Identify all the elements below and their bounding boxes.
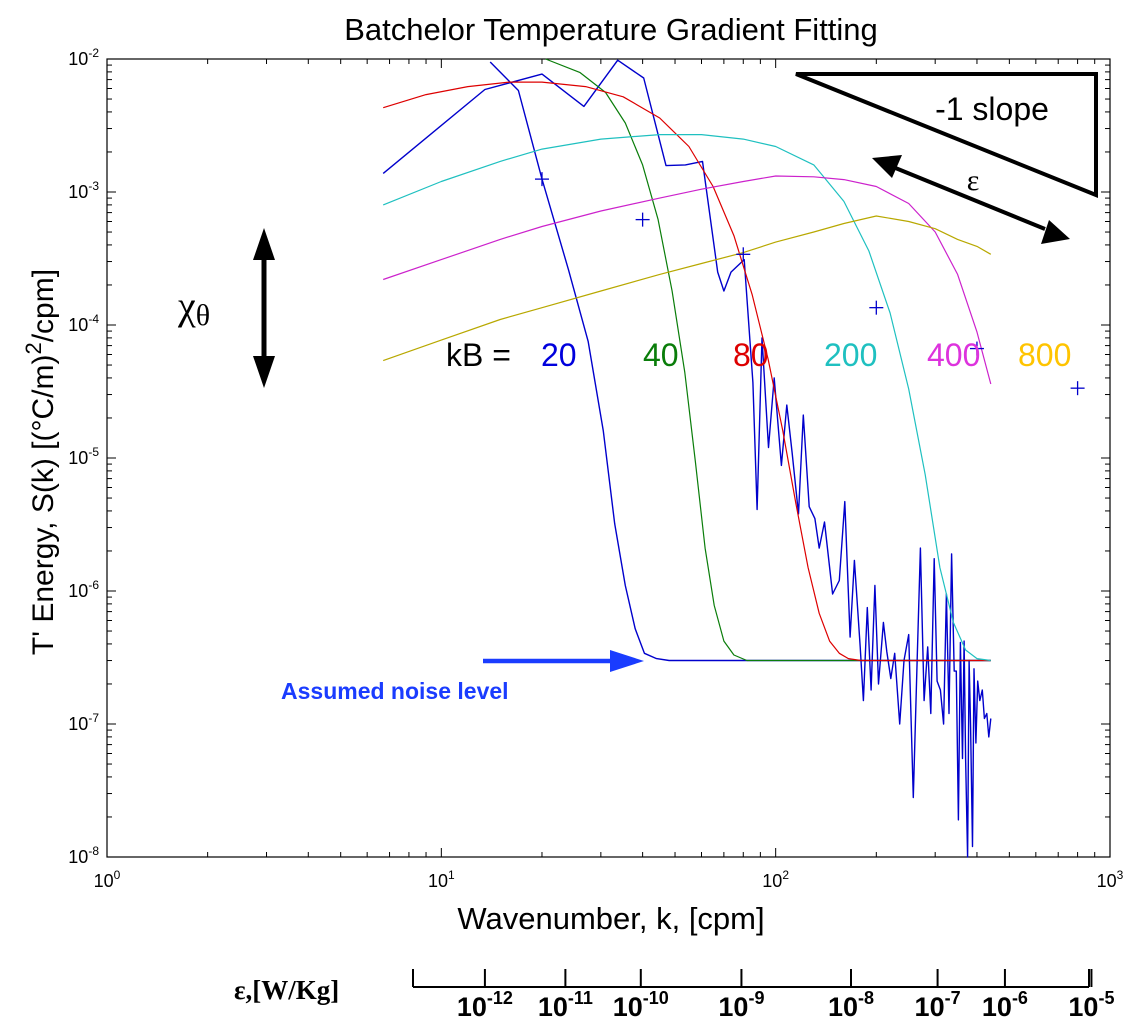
plus-marker xyxy=(534,172,549,187)
epsilon-tick-label: 10-8 xyxy=(828,988,874,1021)
series-line-5 xyxy=(383,175,992,385)
series-layer xyxy=(382,58,992,858)
x-tick-label: 100 xyxy=(94,868,121,891)
kb-prefix: kB = xyxy=(446,337,511,373)
kb-label-20: 20 xyxy=(541,337,577,373)
x-tick-label: 103 xyxy=(1097,868,1124,891)
plus-marker xyxy=(736,247,751,262)
epsilon-tick-layer: 10-12 10-11 10-10 10-9 10-8 10-7 10-6 10-5 xyxy=(412,969,1114,1021)
series-line-4 xyxy=(382,134,991,662)
epsilon-tick-label: 10-6 xyxy=(982,988,1028,1021)
kb-label-40: 40 xyxy=(643,337,679,373)
y-tick-label: 10-5 xyxy=(68,445,99,468)
kb-label-80: 80 xyxy=(733,337,769,373)
y-tick-label: 10-2 xyxy=(68,46,99,69)
epsilon-axis-label: ε,[W/Kg] xyxy=(234,975,339,1005)
chi-subscript: θ xyxy=(196,299,210,332)
chi-symbol: χ xyxy=(177,283,196,328)
epsilon-tick-label: 10-9 xyxy=(718,988,764,1021)
epsilon-tick-label: 10-12 xyxy=(457,988,513,1021)
y-axis-label: T' Energy, S(k) [(°C/m)2/cpm] xyxy=(21,269,60,655)
noise-level-label: Assumed noise level xyxy=(281,678,509,704)
series-line-0 xyxy=(382,59,992,858)
epsilon-tick-label: 10-5 xyxy=(1068,988,1114,1021)
plus-marker xyxy=(635,212,650,227)
plus-marker xyxy=(1070,381,1085,396)
epsilon-tick-label: 10-10 xyxy=(613,988,669,1021)
y-tick-label: 10-8 xyxy=(68,844,99,867)
tick-layer xyxy=(106,59,1110,858)
series-line-6 xyxy=(383,215,992,362)
plus-marker xyxy=(969,341,984,356)
x-axis-label: Wavenumber, k, [cpm] xyxy=(457,901,764,936)
epsilon-tick-label: 10-11 xyxy=(538,988,593,1021)
svg-text:T' Energy, S(k) [(°C/m)2/cpm]: T' Energy, S(k) [(°C/m)2/cpm] xyxy=(21,269,60,655)
y-tick-label: 10-6 xyxy=(68,578,99,601)
y-tick-label: 10-3 xyxy=(68,179,99,202)
y-axis-label-sup: 2 xyxy=(21,342,46,354)
chi-theta-label: χθ xyxy=(177,283,210,332)
epsilon-tick-label: 10-7 xyxy=(915,988,961,1021)
kb-label-400: 400 xyxy=(927,337,980,373)
epsilon-arrow-label: ε xyxy=(967,164,980,197)
tick-label-layer: 100 101 102 103 10-2 10-3 10-4 10-5 10-6 10-7 10-8 xyxy=(68,46,1123,891)
series-line-2 xyxy=(545,58,991,662)
chart-title: Batchelor Temperature Gradient Fitting xyxy=(344,12,878,47)
y-axis-label-main: T' Energy, S(k) [(°C/m) xyxy=(27,355,60,656)
kb-label-800: 800 xyxy=(1018,337,1071,373)
series-line-1 xyxy=(489,61,991,662)
x-tick-label: 102 xyxy=(762,868,789,891)
y-tick-label: 10-4 xyxy=(68,312,99,335)
marker-layer xyxy=(534,172,1085,396)
plus-marker xyxy=(869,300,884,315)
chi-double-arrow xyxy=(253,228,275,388)
y-tick-label: 10-7 xyxy=(68,711,99,734)
y-axis-label-tail: /cpm] xyxy=(27,269,60,342)
epsilon-double-arrow xyxy=(872,155,1070,244)
noise-level-arrow xyxy=(483,650,644,672)
slope-triangle xyxy=(795,72,1098,198)
slope-label: -1 slope xyxy=(935,91,1049,127)
series-line-3 xyxy=(383,81,991,662)
x-tick-label: 101 xyxy=(428,868,455,891)
kb-label-200: 200 xyxy=(824,337,877,373)
